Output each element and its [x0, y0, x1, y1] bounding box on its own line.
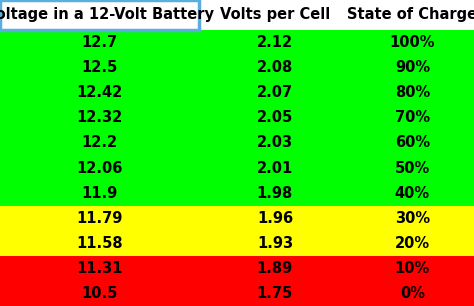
Text: 10.5: 10.5 [82, 286, 118, 301]
Bar [199, 55, 351, 80]
Text: 20%: 20% [395, 236, 430, 251]
Text: 12.06: 12.06 [76, 161, 123, 176]
Bar [0, 55, 199, 80]
Bar [351, 256, 474, 281]
Text: 11.58: 11.58 [76, 236, 123, 251]
Text: 70%: 70% [395, 110, 430, 125]
Bar [0, 30, 199, 55]
Bar [199, 231, 351, 256]
Text: 2.01: 2.01 [257, 161, 293, 176]
Text: Volts per Cell: Volts per Cell [220, 8, 330, 23]
Text: 12.7: 12.7 [82, 35, 118, 50]
Text: 12.2: 12.2 [82, 136, 118, 151]
Text: 80%: 80% [395, 85, 430, 100]
Bar [199, 80, 351, 105]
Text: 2.05: 2.05 [257, 110, 293, 125]
Bar [0, 80, 199, 105]
Text: 2.12: 2.12 [257, 35, 293, 50]
Bar [199, 30, 351, 55]
Text: 12.5: 12.5 [82, 60, 118, 75]
Bar [0, 0, 199, 30]
Text: 1.75: 1.75 [257, 286, 293, 301]
Bar [0, 281, 199, 306]
Bar [351, 155, 474, 181]
Text: 1.98: 1.98 [257, 186, 293, 201]
Bar [0, 130, 199, 155]
Bar [0, 155, 199, 181]
Text: 0%: 0% [400, 286, 425, 301]
Text: 10%: 10% [395, 261, 430, 276]
Bar [0, 105, 199, 130]
Text: 100%: 100% [390, 35, 435, 50]
Bar [199, 281, 351, 306]
Bar [351, 281, 474, 306]
Bar [0, 0, 199, 30]
Bar [199, 181, 351, 206]
Bar [351, 231, 474, 256]
Bar [199, 206, 351, 231]
Bar [199, 0, 351, 30]
Text: State of Charge: State of Charge [347, 8, 474, 23]
Text: 2.03: 2.03 [257, 136, 293, 151]
Bar [0, 256, 199, 281]
Text: 50%: 50% [395, 161, 430, 176]
Bar [199, 105, 351, 130]
Text: 2.08: 2.08 [257, 60, 293, 75]
Text: 90%: 90% [395, 60, 430, 75]
Text: 11.79: 11.79 [76, 211, 123, 226]
Bar [351, 130, 474, 155]
Bar [351, 30, 474, 55]
Text: 40%: 40% [395, 186, 430, 201]
Bar [351, 0, 474, 30]
Bar [351, 55, 474, 80]
Text: 12.42: 12.42 [76, 85, 123, 100]
Text: 1.96: 1.96 [257, 211, 293, 226]
Bar [0, 206, 199, 231]
Bar [199, 130, 351, 155]
Text: 1.89: 1.89 [257, 261, 293, 276]
Text: 1.93: 1.93 [257, 236, 293, 251]
Text: 12.32: 12.32 [76, 110, 123, 125]
Text: 2.07: 2.07 [257, 85, 293, 100]
Bar [199, 155, 351, 181]
Bar [0, 181, 199, 206]
Text: 30%: 30% [395, 211, 430, 226]
Bar [351, 181, 474, 206]
Bar [351, 105, 474, 130]
Bar [0, 231, 199, 256]
Bar [351, 80, 474, 105]
Bar [351, 206, 474, 231]
Bar [199, 256, 351, 281]
Text: 11.9: 11.9 [82, 186, 118, 201]
Text: Voltage in a 12-Volt Battery: Voltage in a 12-Volt Battery [0, 8, 214, 23]
Text: 60%: 60% [395, 136, 430, 151]
Text: 11.31: 11.31 [76, 261, 123, 276]
